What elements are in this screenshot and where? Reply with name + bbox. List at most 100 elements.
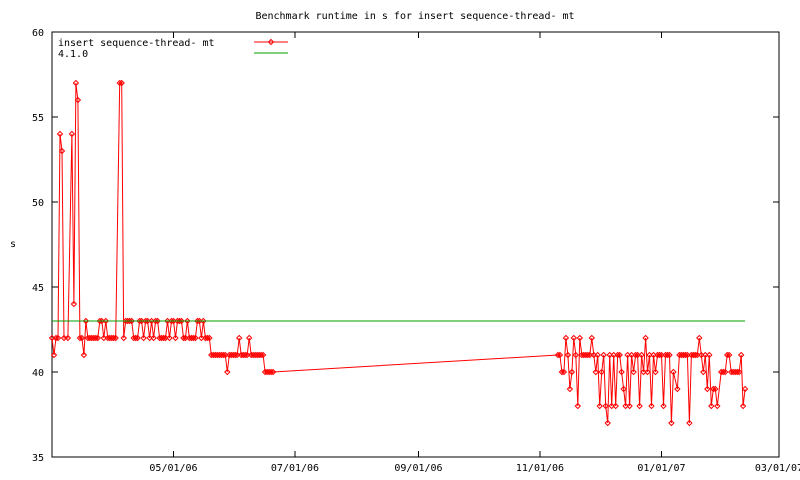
- data-point: [644, 368, 651, 376]
- data-point: [72, 79, 80, 87]
- x-axis: 05/01/06 07/01/06 09/01/06 11/01/06 01/01/07…: [149, 32, 800, 474]
- data-point: [102, 317, 110, 325]
- y-tick-label: 60: [32, 28, 44, 39]
- data-point: [110, 334, 117, 342]
- x-tick-label: 07/01/06: [271, 463, 319, 474]
- data-point: [721, 368, 729, 376]
- data-point: [568, 368, 576, 376]
- data-point: [664, 351, 671, 359]
- plot-area: [51, 31, 780, 458]
- data-point: [660, 402, 667, 410]
- data-point: [600, 351, 607, 359]
- data-point: [56, 130, 64, 138]
- data-point: [735, 368, 743, 376]
- y-tick-label: 45: [32, 283, 44, 294]
- data-point: [120, 334, 127, 342]
- data-point: [614, 351, 621, 359]
- data-point: [560, 368, 568, 376]
- data-point: [712, 385, 719, 393]
- x-tick-label: 01/01/07: [637, 463, 685, 474]
- data-point: [267, 368, 275, 376]
- data-point: [152, 317, 159, 325]
- data-point: [172, 334, 179, 342]
- data-point: [596, 402, 603, 410]
- data-point: [706, 351, 713, 359]
- data-point: [180, 334, 187, 342]
- y-tick-label: 40: [32, 368, 44, 379]
- data-point: [200, 317, 207, 325]
- data-point: [714, 402, 721, 410]
- data-point: [733, 368, 741, 376]
- data-point: [82, 317, 90, 325]
- data-point: [682, 351, 689, 359]
- legend-label: 4.1.0: [58, 49, 88, 60]
- data-point: [616, 351, 623, 359]
- data-point: [564, 351, 572, 359]
- data-point: [184, 317, 191, 325]
- data-point: [52, 334, 60, 342]
- y-tick-label: 55: [32, 113, 44, 124]
- data-point: [566, 385, 574, 393]
- data-point: [598, 368, 605, 376]
- data-point: [696, 334, 703, 342]
- data-point: [652, 368, 659, 376]
- series-layer: [48, 79, 749, 427]
- data-point: [78, 334, 86, 342]
- data-point: [594, 351, 601, 359]
- data-point: [150, 334, 157, 342]
- x-tick-label: 09/01/06: [394, 463, 442, 474]
- data-point: [259, 351, 267, 359]
- data-point: [642, 334, 649, 342]
- data-point: [192, 334, 199, 342]
- data-point: [570, 334, 578, 342]
- data-point: [235, 334, 243, 342]
- data-point: [112, 334, 119, 342]
- data-point: [154, 317, 161, 325]
- x-tick-label: 11/01/06: [516, 463, 564, 474]
- data-point: [604, 419, 611, 427]
- data-point: [136, 317, 143, 325]
- data-point: [666, 351, 673, 359]
- data-point: [556, 351, 564, 359]
- data-point: [723, 351, 731, 359]
- data-point: [656, 351, 663, 359]
- data-point: [142, 317, 149, 325]
- data-point: [737, 351, 745, 359]
- data-point: [704, 385, 711, 393]
- data-point: [70, 300, 78, 308]
- data-point: [58, 147, 66, 155]
- data-point: [96, 317, 104, 325]
- y-axis-label: s: [10, 239, 16, 250]
- data-point: [668, 419, 675, 427]
- data-point: [231, 351, 239, 359]
- data-point: [126, 317, 133, 325]
- data-point: [588, 334, 596, 342]
- data-point: [50, 351, 58, 359]
- data-point: [220, 351, 227, 359]
- data-point: [128, 317, 135, 325]
- legend-marker: [267, 38, 275, 46]
- data-point: [572, 351, 580, 359]
- data-point: [692, 351, 699, 359]
- data-point: [554, 351, 562, 359]
- data-point: [632, 351, 639, 359]
- y-tick-label: 50: [32, 198, 44, 209]
- data-point: [670, 368, 677, 376]
- data-point: [140, 334, 147, 342]
- data-point: [168, 317, 175, 325]
- data-point: [739, 402, 747, 410]
- data-point: [725, 351, 733, 359]
- data-point: [76, 334, 84, 342]
- data-point: [638, 351, 645, 359]
- data-point: [576, 334, 584, 342]
- data-point: [708, 402, 715, 410]
- data-point: [204, 334, 211, 342]
- data-point: [562, 334, 570, 342]
- legend-label: insert sequence-thread- mt: [58, 38, 215, 49]
- data-point: [241, 351, 249, 359]
- data-point: [80, 351, 88, 359]
- data-point: [74, 96, 82, 104]
- data-point: [190, 334, 197, 342]
- data-point: [574, 402, 582, 410]
